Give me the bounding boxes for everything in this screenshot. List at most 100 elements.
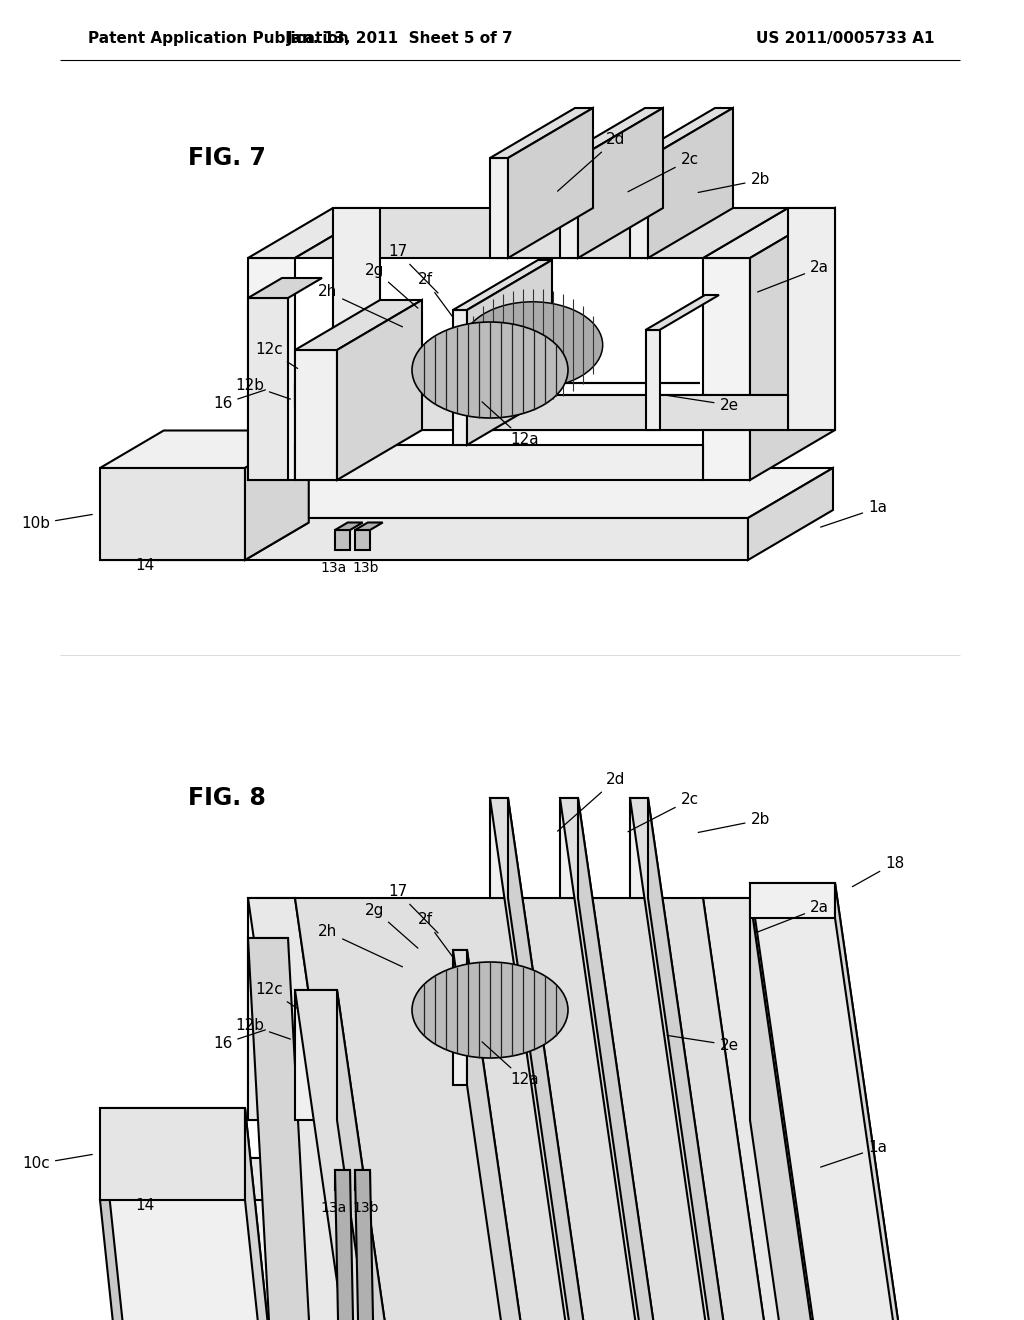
Polygon shape: [337, 300, 422, 480]
Polygon shape: [467, 950, 552, 1320]
Text: 2f: 2f: [418, 272, 454, 318]
Polygon shape: [630, 158, 648, 257]
Text: 10c: 10c: [23, 1155, 92, 1172]
Text: 2g: 2g: [365, 903, 418, 948]
Polygon shape: [750, 898, 835, 1320]
Polygon shape: [788, 209, 835, 430]
Polygon shape: [453, 310, 467, 445]
Polygon shape: [295, 990, 337, 1119]
Text: 1a: 1a: [820, 500, 887, 527]
Polygon shape: [648, 799, 733, 1320]
Polygon shape: [333, 209, 380, 430]
Polygon shape: [490, 158, 508, 257]
Polygon shape: [100, 430, 309, 469]
Polygon shape: [355, 1170, 383, 1320]
Polygon shape: [560, 799, 663, 1320]
Polygon shape: [560, 158, 578, 257]
Polygon shape: [508, 108, 593, 257]
Polygon shape: [467, 260, 552, 445]
Text: 2g: 2g: [365, 263, 418, 308]
Polygon shape: [380, 395, 788, 430]
Text: 10b: 10b: [22, 515, 92, 532]
Polygon shape: [295, 445, 703, 480]
Polygon shape: [630, 799, 733, 1320]
Text: 2a: 2a: [758, 260, 829, 292]
Text: 14: 14: [135, 557, 155, 573]
Polygon shape: [703, 898, 750, 1119]
Polygon shape: [560, 108, 663, 158]
Ellipse shape: [462, 302, 603, 388]
Polygon shape: [355, 1170, 370, 1191]
Text: US 2011/0005733 A1: US 2011/0005733 A1: [757, 30, 935, 45]
Polygon shape: [648, 108, 733, 257]
Polygon shape: [335, 531, 350, 550]
Text: 12b: 12b: [234, 1018, 291, 1039]
Polygon shape: [248, 898, 295, 1119]
Polygon shape: [295, 209, 788, 257]
Polygon shape: [630, 799, 648, 898]
Polygon shape: [100, 523, 309, 560]
Polygon shape: [245, 1107, 309, 1320]
Text: 2h: 2h: [318, 924, 402, 966]
Polygon shape: [337, 990, 422, 1320]
Polygon shape: [248, 257, 295, 480]
Polygon shape: [703, 898, 835, 1320]
Text: 2a: 2a: [758, 900, 829, 932]
Text: 2e: 2e: [668, 396, 738, 412]
Polygon shape: [245, 430, 309, 560]
Text: 13a: 13a: [319, 561, 346, 576]
Text: 18: 18: [852, 855, 904, 887]
Text: 2b: 2b: [698, 173, 770, 193]
Polygon shape: [295, 898, 788, 1320]
Polygon shape: [560, 799, 578, 898]
Polygon shape: [335, 523, 362, 531]
Polygon shape: [158, 517, 748, 560]
Polygon shape: [158, 1158, 748, 1200]
Polygon shape: [295, 350, 337, 480]
Polygon shape: [335, 1170, 350, 1191]
Text: 12c: 12c: [255, 982, 298, 1008]
Polygon shape: [630, 108, 733, 158]
Polygon shape: [100, 1200, 309, 1320]
Text: 12a: 12a: [482, 1041, 539, 1088]
Polygon shape: [355, 523, 383, 531]
Polygon shape: [295, 1085, 703, 1119]
Text: 16: 16: [213, 389, 265, 412]
Polygon shape: [100, 1107, 245, 1200]
Text: 13b: 13b: [352, 561, 379, 576]
Polygon shape: [453, 950, 552, 1320]
Text: 2h: 2h: [318, 285, 402, 327]
Ellipse shape: [412, 962, 568, 1059]
Polygon shape: [578, 108, 663, 257]
Text: 16: 16: [213, 1030, 265, 1052]
Polygon shape: [380, 395, 788, 430]
Polygon shape: [158, 1158, 833, 1320]
Polygon shape: [748, 1158, 833, 1320]
Polygon shape: [750, 883, 920, 1320]
Text: 12a: 12a: [482, 401, 539, 447]
Text: 1a: 1a: [820, 1140, 887, 1167]
Polygon shape: [508, 799, 593, 1320]
Text: 13b: 13b: [352, 1201, 379, 1214]
Polygon shape: [100, 469, 245, 560]
Polygon shape: [453, 260, 552, 310]
Polygon shape: [248, 279, 322, 298]
Polygon shape: [490, 799, 508, 898]
Polygon shape: [335, 1170, 362, 1320]
Text: 12b: 12b: [234, 378, 291, 399]
Polygon shape: [248, 939, 288, 1119]
Polygon shape: [578, 799, 663, 1320]
Text: 2f: 2f: [418, 912, 454, 958]
Ellipse shape: [412, 322, 568, 418]
Polygon shape: [295, 990, 422, 1320]
Text: 14: 14: [135, 1197, 155, 1213]
Polygon shape: [645, 294, 719, 330]
Polygon shape: [490, 108, 593, 158]
Text: 2c: 2c: [628, 153, 698, 191]
Polygon shape: [750, 209, 835, 480]
Text: 13a: 13a: [319, 1201, 346, 1214]
Polygon shape: [355, 531, 370, 550]
Text: Patent Application Publication: Patent Application Publication: [88, 30, 349, 45]
Polygon shape: [490, 799, 593, 1320]
Text: 2e: 2e: [668, 1035, 738, 1052]
